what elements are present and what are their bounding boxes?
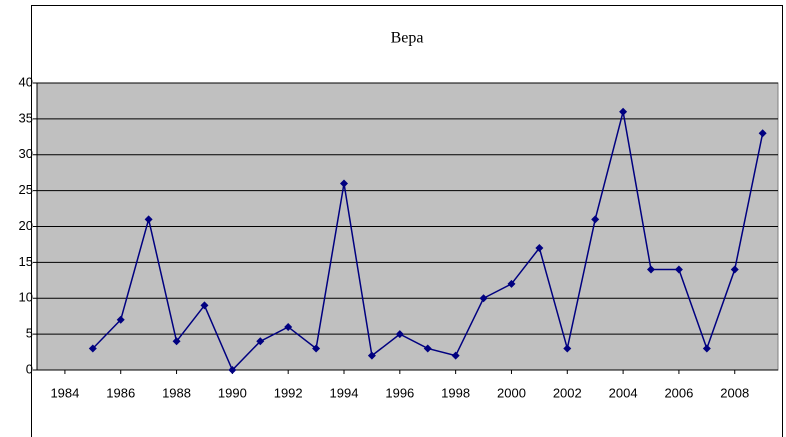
x-tick-label: 2002 — [553, 385, 582, 400]
chart-title: Вера — [391, 30, 424, 47]
x-tick-label: 2000 — [497, 385, 526, 400]
x-tick-label: 1986 — [106, 385, 135, 400]
data-point — [367, 351, 376, 360]
y-tick-label: 25 — [19, 182, 33, 197]
data-point — [507, 279, 516, 288]
data-point — [730, 265, 739, 274]
y-tick-label: 0 — [26, 361, 33, 376]
data-point — [228, 366, 237, 374]
data-point — [284, 322, 293, 331]
y-tick-label: 15 — [19, 254, 33, 269]
x-tick-label: 2004 — [609, 385, 638, 400]
x-tick-label: 1988 — [162, 385, 191, 400]
x-tick-label: 2008 — [720, 385, 749, 400]
data-point — [256, 337, 265, 346]
x-tick-label: 1990 — [218, 385, 247, 400]
data-point — [702, 344, 711, 353]
data-point — [535, 244, 544, 253]
data-point — [674, 265, 683, 274]
data-point — [200, 301, 209, 310]
data-point — [451, 351, 460, 360]
data-point — [340, 179, 349, 188]
data-point — [591, 215, 600, 224]
data-point — [395, 330, 404, 339]
data-point — [312, 344, 321, 353]
data-point — [563, 344, 572, 353]
data-point — [88, 344, 97, 353]
y-tick-label: 30 — [19, 146, 33, 161]
x-tick-label: 1996 — [385, 385, 414, 400]
data-point — [479, 294, 488, 303]
x-tick-label: 1992 — [274, 385, 303, 400]
x-tick-label: 1984 — [50, 385, 79, 400]
data-point — [423, 344, 432, 353]
data-point — [172, 337, 181, 346]
x-tick-label: 2006 — [664, 385, 693, 400]
y-tick-label: 35 — [19, 110, 33, 125]
data-point — [144, 215, 153, 224]
data-point — [619, 107, 628, 116]
data-point — [647, 265, 656, 274]
data-point — [758, 129, 767, 138]
data-point — [116, 315, 125, 324]
x-tick-label: 1998 — [441, 385, 470, 400]
y-tick-label: 20 — [19, 218, 33, 233]
y-tick-label: 40 — [19, 74, 33, 89]
y-tick-label: 5 — [26, 326, 33, 341]
y-tick-label: 10 — [19, 290, 33, 305]
x-tick-label: 1994 — [330, 385, 359, 400]
